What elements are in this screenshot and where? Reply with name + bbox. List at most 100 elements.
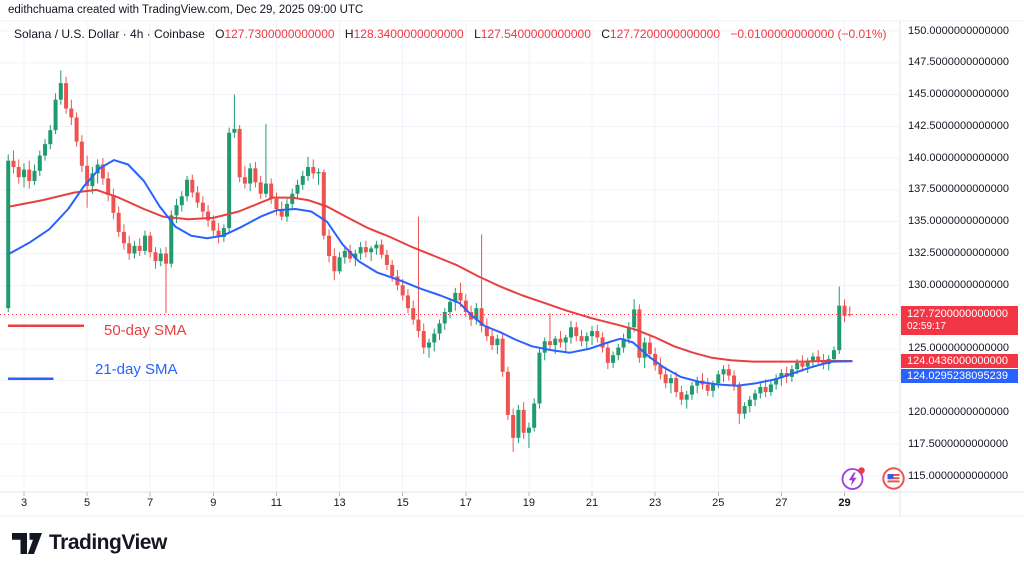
candle-body [121,231,126,244]
time-axis-label: 19 [522,497,536,509]
candle-body [306,167,311,176]
candle-body [490,336,495,346]
candle-body [384,254,389,265]
candle-body [768,384,773,393]
candle-body [495,338,500,346]
open-value: 127.7300000000000 [224,27,335,41]
tradingview-logo[interactable]: TradingView [12,531,167,555]
time-axis-label: 7 [147,497,154,509]
candle-body [22,169,27,178]
candle-body [53,99,58,131]
candle-body [242,177,247,184]
candle-body [221,228,226,237]
low-value: 127.5400000000000 [480,27,591,41]
candle-body [737,385,742,414]
candle-body [553,338,558,346]
candle-body [111,195,116,213]
symbol-info-bar: Solana / U.S. Dollar · 4h · Coinbase O12… [14,27,887,41]
tradingview-logo-mark [12,532,42,554]
candle-body [48,130,53,145]
time-axis-label: 13 [333,497,346,509]
us-flag-events-icon[interactable] [880,465,907,492]
sma21-legend-label: 21-day SMA [95,361,178,378]
candle-body [816,356,821,361]
price-axis[interactable]: 150.0000000000000 147.5000000000000 145.00… [900,21,1024,516]
candle-body [32,170,37,182]
candle-body [274,198,279,210]
price-axis-label: 125.0000000000000 [908,342,1009,355]
high-value: 128.3400000000000 [353,27,464,41]
close-value: 127.7200000000000 [609,27,721,41]
candle-body [695,380,700,386]
candle-body [653,353,658,366]
current-price-value: 127.7200000000000 [907,308,1008,321]
candle-body [327,235,332,257]
candle-body [253,168,258,183]
candle-body [837,305,842,351]
time-axis[interactable]: 3 5 7 9 11 13 15 17 19 21 23 25 27 29 [0,492,900,516]
candle-body [626,327,631,339]
candle-body [547,341,552,346]
flash-ideas-icon[interactable] [840,465,867,492]
candle-body [237,128,242,178]
candle-body [658,365,663,375]
price-axis-label: 142.5000000000000 [908,119,1009,132]
candle-body [164,253,169,264]
time-axis-label: 17 [459,497,472,509]
candle-body [432,333,437,343]
candle-body [227,132,232,229]
candle-body [342,250,347,258]
price-axis-label: 132.5000000000000 [908,247,1009,259]
candle-body [458,292,463,301]
candle-body [232,128,237,133]
candle-body [805,361,810,367]
candle-body [800,362,805,367]
candle-body [269,183,274,199]
candle-body [716,374,721,384]
candle-body [11,160,16,168]
candle-body [747,399,752,407]
candle-body [674,378,679,393]
candle-body [58,83,63,100]
candle-body [300,175,305,185]
high-label: H [344,27,354,41]
candle-body [95,164,100,174]
candle-body [763,387,768,393]
time-axis-label: 21 [585,497,599,509]
candle-body [85,165,90,187]
notification-dot [858,467,865,474]
candle-body [679,392,684,400]
candle-body [248,168,253,184]
candle-body [611,355,616,363]
candle-body [637,309,642,358]
time-axis-label: 29 [838,497,851,509]
candle-body [532,403,537,428]
candle-body [484,325,489,337]
candle-body [758,387,763,394]
candle-body [616,347,621,356]
candle-body [647,342,652,354]
sma50-value-badge: 124.0436000000000 [901,354,1018,369]
candle-body [374,244,379,249]
time-axis-label: 23 [649,497,662,509]
candle-body [526,427,531,433]
candle-body [153,252,158,262]
candle-body [726,369,731,376]
candle-body [821,360,826,365]
price-axis-label: 120.0000000000000 [908,405,1009,418]
tradingview-logo-text: TradingView [49,531,167,554]
candle-body [290,193,295,204]
candle-body [721,369,726,375]
current-price-badge: 127.7200000000000 02:59:17 [901,306,1018,336]
low-label: L [474,27,481,41]
price-axis-label: 147.5000000000000 [908,56,1009,69]
candle-body [337,257,342,272]
candle-body [400,285,405,296]
candle-body [563,337,568,343]
candle-body [379,244,384,255]
candle-body [169,215,174,264]
price-axis-label: 115.0000000000000 [908,469,1009,482]
candle-body [442,311,447,324]
candle-body [206,211,211,221]
